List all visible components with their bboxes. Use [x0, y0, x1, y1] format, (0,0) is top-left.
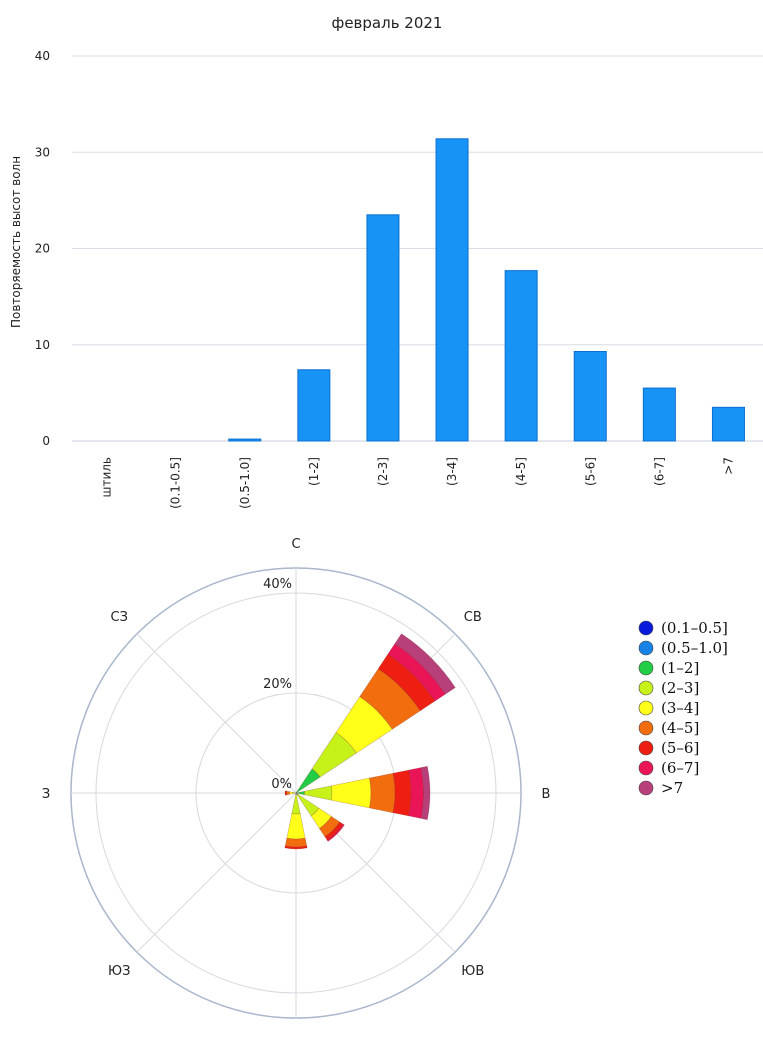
rose-direction-label: В [542, 787, 551, 802]
legend-item-label: (0.1–0.5] [661, 619, 728, 637]
rose-wedge-segment [408, 767, 424, 819]
legend-item-label: (3–4] [661, 699, 699, 717]
histogram-bar [228, 438, 262, 442]
rose-wedge-segment [284, 845, 308, 850]
histogram-bar [435, 138, 469, 442]
rose-wedge-segment [296, 790, 305, 796]
histogram-y-tick-label: 30 [35, 145, 50, 159]
wind-wave-rose-chart: 0%20%40% ССВВЮВЮЮЗЗСЗ (0.1–0.5](0.5–1.0]… [42, 537, 728, 1019]
rose-wedge-segment [420, 765, 431, 821]
histogram-y-tick-label: 0 [42, 434, 50, 448]
histogram-chart: февраль 2021 Повторяемость высот волн 0 1… [9, 14, 763, 509]
histogram-x-tick-label: (2-3] [376, 457, 390, 486]
histogram-x-tick-label: (3-4] [445, 457, 459, 486]
histogram-x-tick-label: штиль [100, 457, 114, 498]
rose-direction-label: С [291, 537, 300, 552]
legend-swatch [638, 700, 654, 716]
rose-wedge-segment [286, 813, 306, 840]
rose-direction-labels: ССВВЮВЮЮЗЗСЗ [42, 537, 551, 979]
legend-swatch [638, 720, 654, 736]
histogram-bar [642, 387, 676, 442]
histogram-bar [504, 270, 538, 442]
histogram-y-tick-label: 20 [35, 242, 50, 256]
rose-wedge-segment [387, 643, 446, 702]
rose-wedge-segment [369, 772, 396, 814]
legend-item-label: (5–6] [661, 739, 699, 757]
histogram-bar [573, 350, 607, 442]
rose-wedge-segment [296, 793, 320, 817]
rose-wedges [284, 633, 456, 850]
rose-wedge-segment [292, 791, 296, 795]
rose-wedge-segment [330, 777, 372, 809]
rose-direction-label: СВ [464, 610, 482, 625]
histogram-x-tick-label: >7 [721, 457, 735, 475]
histogram-bars [228, 138, 745, 442]
rose-wedge-segment [291, 794, 301, 815]
legend-swatch [638, 640, 654, 656]
histogram-gridlines [72, 55, 763, 442]
histogram-y-tick-label: 10 [35, 338, 50, 352]
legend-item-label: (2–3] [661, 679, 699, 697]
legend-item-label: (6–7] [661, 759, 699, 777]
rose-wedge-segment [296, 768, 321, 793]
legend-swatch [638, 740, 654, 756]
histogram-x-tick-label: (6-7] [652, 457, 666, 486]
legend-swatch [638, 660, 654, 676]
rose-direction-label: СЗ [111, 610, 128, 625]
legend-swatch [638, 680, 654, 696]
rose-wedge-segment [310, 807, 332, 829]
rose-radial-tick-label: 40% [263, 577, 292, 592]
histogram-x-tick-label: (0.1-0.5] [169, 457, 183, 509]
rose-wedge-segment [394, 633, 456, 695]
legend-item-label: (4–5] [661, 719, 699, 737]
histogram-y-tick-label: 40 [35, 49, 50, 63]
histogram-bar [711, 406, 745, 442]
legend-item-label: (0.5–1.0] [661, 639, 728, 657]
histogram-x-tick-label: (0.5-1.0] [238, 457, 252, 509]
histogram-y-ticks: 0 10 20 30 40 [35, 49, 50, 448]
rose-wedge-segment [303, 785, 333, 801]
histogram-x-tick-label: (4-5] [514, 457, 528, 486]
rose-legend: (0.1–0.5] (0.5–1.0] (1–2] (2–3] (3–4] (4–5] (5… [638, 619, 728, 797]
rose-spoke [136, 792, 297, 953]
histogram-x-tick-label: (5-6] [583, 457, 597, 486]
rose-wedge-segment [324, 821, 344, 841]
rose-wedge-segment [286, 790, 290, 796]
rose-radial-tick-label: 0% [271, 777, 292, 792]
legend-swatch [638, 620, 654, 636]
histogram-x-ticks: штиль (0.1-0.5] (0.5-1.0] (1-2] (2-3] (3-4] (4… [100, 457, 736, 509]
rose-wedge-segment [392, 769, 412, 817]
histogram-x-tick-label: (1-2] [307, 457, 321, 486]
rose-wedge-segment [289, 791, 293, 795]
legend-item-label: (1–2] [661, 659, 699, 677]
rose-wedge-segment [284, 837, 308, 848]
rose-direction-label: ЮЗ [108, 964, 130, 979]
histogram-bar [297, 369, 331, 442]
histogram-bar [366, 214, 400, 442]
legend-swatch [638, 760, 654, 776]
rose-direction-label: З [42, 787, 50, 802]
rose-spoke [136, 633, 297, 794]
histogram-y-axis-label: Повторяемость высот волн [9, 156, 23, 328]
rose-direction-label: ЮВ [461, 964, 484, 979]
rose-radial-labels: 0% 20% 40% [263, 577, 292, 792]
legend-item-label: >7 [661, 779, 683, 797]
histogram-title: февраль 2021 [332, 14, 443, 32]
rose-wedge-segment [284, 790, 288, 796]
legend-swatch [638, 780, 654, 796]
rose-wedge-segment [326, 823, 345, 842]
rose-radial-tick-label: 20% [263, 677, 292, 692]
